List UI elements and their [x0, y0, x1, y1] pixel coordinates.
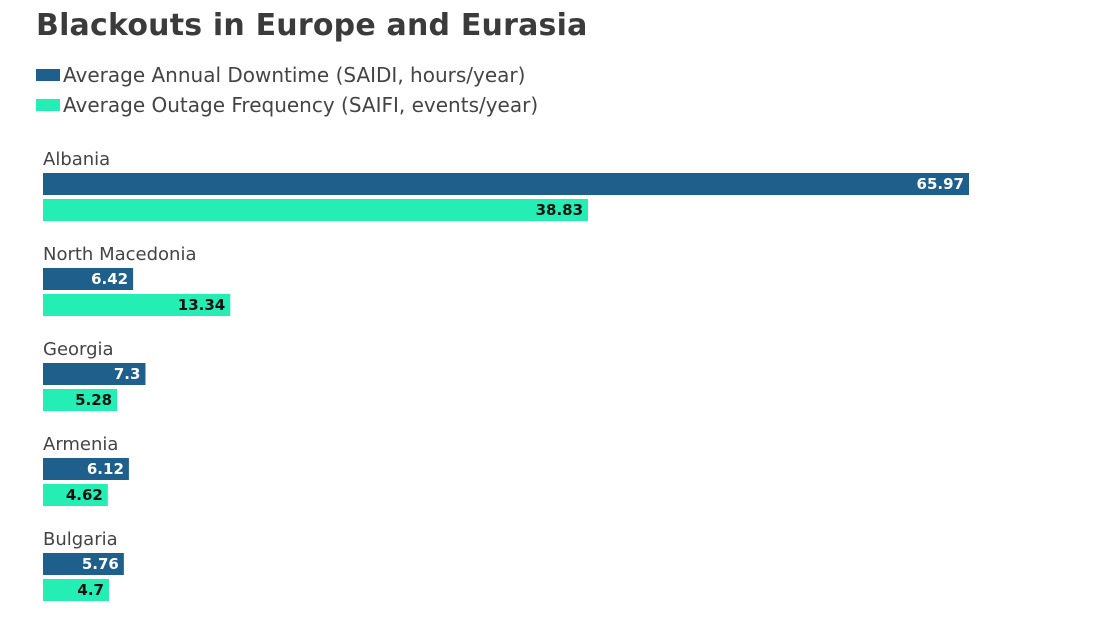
category-label-north-macedonia: North Macedonia: [43, 244, 196, 265]
value-label-saidi-albania: 65.97: [917, 175, 964, 193]
value-label-saifi-georgia: 5.28: [75, 391, 112, 409]
legend-swatch-saifi: [36, 99, 60, 111]
legend: Average Annual Downtime (SAIDI, hours/ye…: [36, 60, 538, 120]
category-label-albania: Albania: [43, 149, 110, 170]
value-label-saidi-bulgaria: 5.76: [82, 555, 119, 573]
bar-saifi-georgia: [43, 389, 118, 411]
legend-swatch-saidi: [36, 69, 60, 81]
legend-item-saifi: Average Outage Frequency (SAIFI, events/…: [36, 90, 538, 120]
bar-saidi-armenia: [43, 458, 129, 480]
value-label-saifi-albania: 38.83: [536, 201, 583, 219]
value-label-saifi-armenia: 4.62: [66, 486, 103, 504]
bar-saidi-bulgaria: [43, 553, 124, 575]
bar-saifi-bulgaria: [43, 579, 109, 601]
value-label-saidi-armenia: 6.12: [87, 460, 124, 478]
bar-saifi-north-macedonia: [43, 294, 231, 316]
category-label-georgia: Georgia: [43, 339, 114, 360]
legend-label-saifi: Average Outage Frequency (SAIFI, events/…: [63, 93, 539, 117]
value-label-saidi-north-macedonia: 6.42: [91, 270, 128, 288]
bar-saidi-albania: [43, 173, 969, 195]
chart-title: Blackouts in Europe and Eurasia: [36, 8, 588, 43]
value-label-saifi-north-macedonia: 13.34: [178, 296, 225, 314]
value-label-saidi-georgia: 7.3: [114, 365, 141, 383]
bar-saifi-armenia: [43, 484, 108, 506]
category-label-armenia: Armenia: [43, 434, 118, 455]
bar-saidi-north-macedonia: [43, 268, 134, 290]
legend-item-saidi: Average Annual Downtime (SAIDI, hours/ye…: [36, 60, 538, 90]
legend-label-saidi: Average Annual Downtime (SAIDI, hours/ye…: [63, 63, 526, 87]
value-label-saifi-bulgaria: 4.7: [77, 581, 104, 599]
bar-saifi-albania: [43, 199, 589, 221]
bar-saidi-georgia: [43, 363, 146, 385]
category-label-bulgaria: Bulgaria: [43, 529, 118, 550]
